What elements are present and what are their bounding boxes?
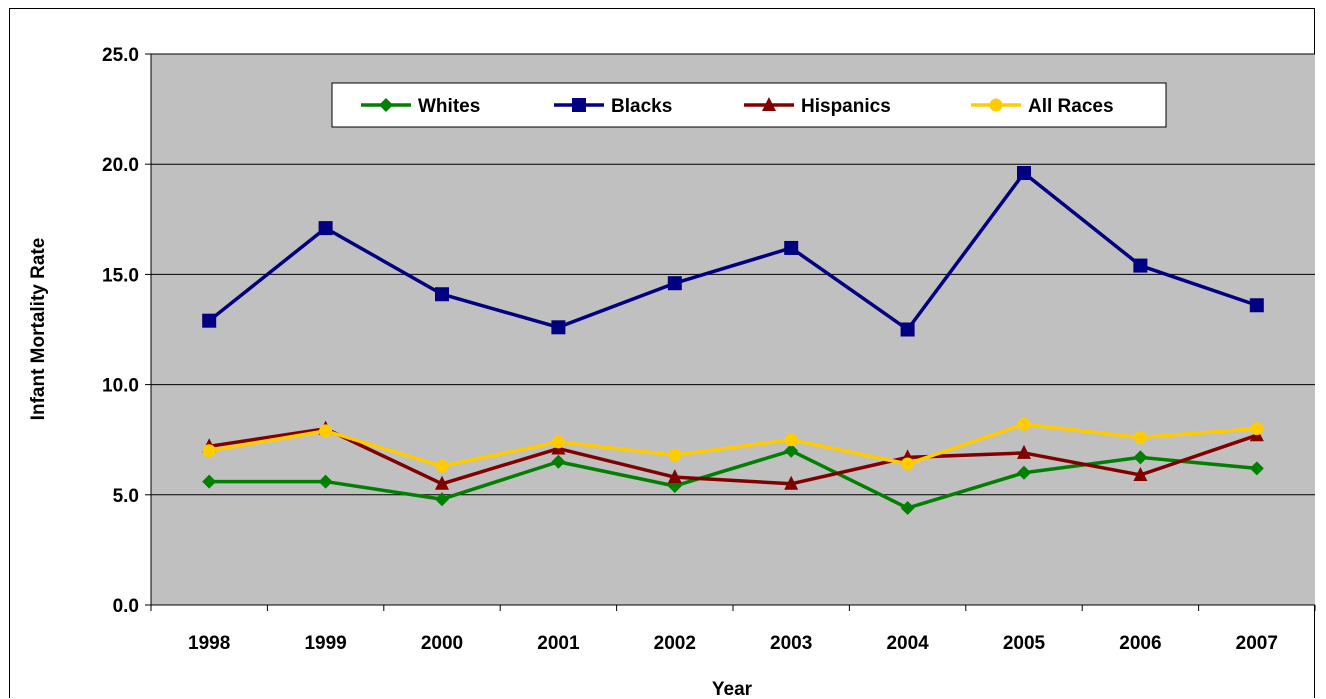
data-point-all-races [668, 448, 682, 462]
x-tick-label: 2005 [1003, 633, 1046, 654]
data-point-all-races [1250, 422, 1264, 436]
legend-marker-blacks [572, 98, 586, 112]
data-point-whites [900, 501, 915, 516]
data-point-blacks [1133, 258, 1148, 273]
data-point-whites [202, 474, 217, 489]
x-tick-label: 2001 [537, 633, 580, 654]
data-point-whites [318, 474, 333, 489]
data-point-hispanics [1133, 466, 1148, 481]
x-tick-label: 1998 [188, 633, 230, 654]
data-point-all-races [435, 459, 449, 473]
data-point-hispanics [1017, 444, 1031, 459]
data-point-blacks [784, 240, 799, 255]
legend-label-whites: Whites [418, 96, 480, 117]
data-point-all-races [1133, 430, 1147, 444]
x-tick-label: 2002 [654, 633, 696, 654]
y-tick-label: 10.0 [102, 376, 139, 397]
x-axis-ticks: 1998 1999 2000 2001 2002 2003 2004 2005 2006 2007 [150, 605, 1316, 654]
data-point-all-races [202, 444, 216, 458]
x-tick-label: 2004 [886, 633, 929, 654]
y-tick-label: 20.0 [102, 155, 139, 176]
data-point-whites [435, 492, 449, 507]
legend-marker-all-races [989, 98, 1003, 112]
data-point-hispanics [784, 475, 799, 490]
legend-marker-hispanics [762, 97, 776, 111]
data-point-hispanics [667, 469, 682, 484]
y-tick-label: 0.0 [113, 596, 139, 617]
data-point-hispanics [435, 475, 449, 490]
data-point-all-races [551, 435, 565, 449]
y-tick-label: 5.0 [113, 486, 139, 507]
series-group [202, 166, 1264, 516]
y-tick-label: 25.0 [102, 45, 139, 66]
data-point-blacks [1017, 166, 1031, 181]
data-point-whites [1017, 465, 1031, 480]
data-point-all-races [1017, 417, 1031, 431]
line-chart: 0.0 5.0 10.0 15.0 20.0 25.0 1998 1999 2000 2001 2… [28, 45, 1316, 699]
gridlines [151, 53, 1315, 496]
x-axis-label: Year [712, 679, 753, 699]
data-point-whites [784, 443, 799, 458]
data-point-all-races [901, 457, 915, 471]
legend-label-all-races: All Races [1028, 96, 1114, 117]
plot-area [151, 54, 1315, 605]
data-point-blacks [435, 287, 449, 302]
x-tick-label: 2007 [1236, 633, 1278, 654]
data-point-whites [1133, 450, 1148, 465]
y-axis-label: Infant Mortality Rate [28, 238, 49, 421]
y-axis-ticks: 0.0 5.0 10.0 15.0 20.0 25.0 [102, 45, 151, 617]
x-tick-label: 2000 [421, 633, 463, 654]
data-point-blacks [551, 320, 566, 335]
data-point-all-races [319, 424, 333, 438]
legend-marker-whites [379, 98, 393, 112]
x-tick-label: 1999 [304, 633, 346, 654]
legend-label-hispanics: Hispanics [801, 96, 891, 117]
y-tick-label: 15.0 [102, 265, 139, 286]
series-line-all-races [208, 422, 1257, 468]
series-line-hispanics [208, 426, 1258, 486]
data-point-blacks [900, 322, 915, 337]
x-tick-label: 2003 [770, 633, 812, 654]
legend-label-blacks: Blacks [611, 96, 672, 117]
data-point-blacks [202, 313, 217, 328]
legend: Whites Blacks Hispanics All Races [331, 82, 1167, 128]
data-point-blacks [318, 221, 333, 236]
data-point-whites [551, 454, 566, 469]
series-line-blacks [208, 171, 1258, 332]
data-point-all-races [784, 433, 798, 447]
data-point-blacks [1249, 298, 1264, 313]
chart-frame: 0.0 5.0 10.0 15.0 20.0 25.0 1998 1999 2000 2001 2… [9, 8, 1316, 699]
data-point-blacks [667, 276, 682, 291]
data-point-whites [1249, 461, 1264, 476]
x-tick-label: 2006 [1119, 633, 1161, 654]
